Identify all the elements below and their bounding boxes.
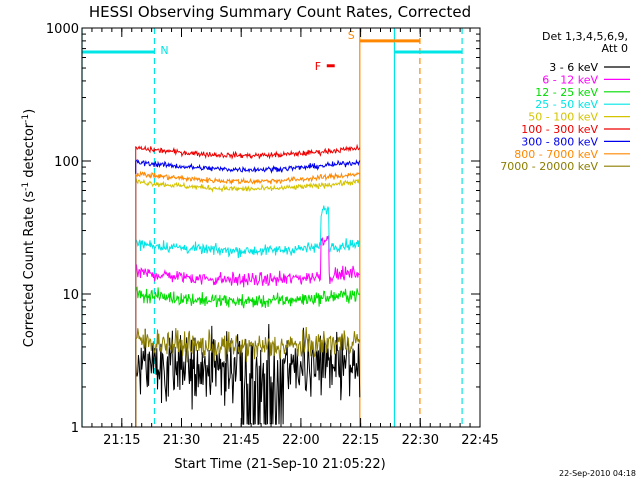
- legend-entry-label: 25 - 50 keV: [535, 98, 598, 111]
- legend-entry-label: 300 - 800 keV: [521, 135, 598, 148]
- saa-label: S: [348, 29, 355, 42]
- series-line: [135, 177, 361, 193]
- y-tick-label: 1: [71, 421, 79, 436]
- legend-header-line-1: Det 1,3,4,5,6,9,: [542, 30, 628, 43]
- x-tick-label: 22:15: [342, 433, 379, 448]
- timestamp: 22-Sep-2010 04:18: [559, 469, 636, 478]
- series-line: [135, 326, 361, 363]
- legend-entry-label: 50 - 100 keV: [528, 111, 598, 124]
- legend-entry-label: 3 - 6 keV: [549, 61, 598, 74]
- series-line: [135, 170, 361, 186]
- x-tick-label: 21:30: [163, 433, 200, 448]
- series-layer: [135, 143, 361, 427]
- legend-header-line-2: Att 0: [602, 42, 628, 55]
- y-tick-label: 100: [54, 155, 79, 170]
- x-tick-label: 22:30: [402, 433, 439, 448]
- x-tick-label: 22:00: [282, 433, 319, 448]
- legend-entry-label: 100 - 300 keV: [521, 123, 598, 136]
- x-tick-label: 21:15: [103, 433, 140, 448]
- x-tick-label: 21:45: [222, 433, 259, 448]
- y-tick-label: 10: [62, 288, 79, 303]
- series-line: [135, 286, 361, 309]
- flare-label: F: [315, 60, 321, 73]
- chart-title: HESSI Observing Summary Count Rates, Cor…: [89, 3, 471, 21]
- series-line: [135, 323, 361, 425]
- legend-entry-label: 12 - 25 keV: [535, 86, 598, 99]
- axes-layer: 21:15 21:30 21:45 22:00 22:15 22:30 22:45 1 10 10…: [46, 22, 499, 448]
- x-tick-label: 22:45: [461, 433, 498, 448]
- y-tick-label: 1000: [46, 22, 79, 37]
- y-axis-label: Corrected Count Rate (s-1 detector-1): [21, 109, 37, 347]
- night-label: N: [160, 44, 168, 57]
- series-line: [135, 235, 360, 288]
- series-line: [135, 205, 361, 259]
- legend-entry-label: 7000 - 20000 keV: [500, 160, 598, 173]
- x-axis-label: Start Time (21-Sep-10 21:05:22): [174, 457, 385, 472]
- legend-entry-label: 6 - 12 keV: [542, 73, 598, 86]
- series-line: [135, 143, 361, 160]
- legend-entry-label: 800 - 7000 keV: [514, 148, 598, 161]
- series-line: [135, 158, 361, 174]
